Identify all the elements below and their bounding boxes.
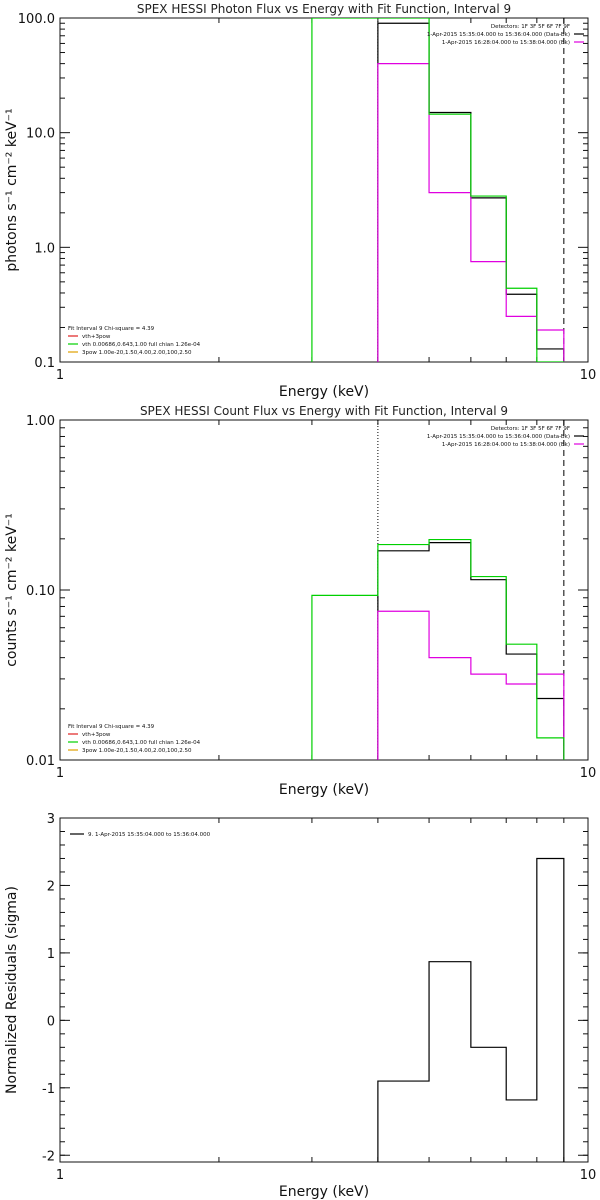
chart-title: SPEX HESSI Count Flux vs Energy with Fit… [140,404,508,418]
series-background-line [377,63,565,362]
y-tick-label: 0.10 [26,584,55,599]
y-axis-label: photons s⁻¹ cm⁻² keV⁻¹ [4,108,20,271]
plot-frame [59,17,589,363]
legend-entry: Detectors: 1F 3F 5F 6F 7F 9F [491,24,570,30]
x-axis-label: Energy (keV) [279,384,369,400]
chart-title: SPEX HESSI Photon Flux vs Energy with Fi… [137,2,511,16]
y-tick-label: 0.01 [26,754,55,769]
y-axis-label: counts s⁻¹ cm⁻² keV⁻¹ [4,513,20,667]
x-axis-label: Energy (keV) [279,782,369,798]
legend-entry: vth+3pow [82,334,111,340]
plot-frame [59,419,589,761]
x-tick-label: 1 [56,766,64,781]
y-tick-label: 10.0 [26,127,55,142]
series-data-line [377,542,565,760]
y-tick-label: 0 [47,1014,55,1029]
y-tick-label: 1.00 [26,414,55,429]
y-axis-label: Normalized Residuals (sigma) [4,886,20,1094]
plot-area [311,420,565,760]
chart-panel-3: 1 10 Energy (keV) -2 -1 0 1 2 3 Normalized Residu… [4,812,596,1200]
legend-entry: vth 0.00686,0.643,1.00 full chian 1.26e-… [82,740,201,746]
legend-entry: 3pow 1.00e-20,1.50,4.00,2.00,100,2.50 [82,748,192,754]
legend-entry: Fit Interval 9 Chi-square = 4.39 [68,326,155,332]
legend-entry: 1-Apr-2015 15:35:04.000 to 15:36:04.000 … [427,32,570,38]
legend-entry: Fit Interval 9 Chi-square = 4.39 [68,724,155,730]
x-axis-label: Energy (keV) [279,1184,369,1200]
chart-panel-2: SPEX HESSI Count Flux vs Energy with Fit… [4,404,596,798]
legend-entry: 9. 1-Apr-2015 15:35:04.000 to 15:36:04.0… [88,832,211,838]
legend-entry: 1-Apr-2015 15:35:04.000 to 15:36:04.000 … [427,434,570,440]
x-tick-label: 10 [580,368,597,383]
plot-frame [59,817,589,1163]
x-tick-label: 1 [56,368,64,383]
series-data-line [377,22,565,362]
y-tick-label: -2 [42,1149,55,1164]
legend-entry: 3pow 1.00e-20,1.50,4.00,2.00,100,2.50 [82,350,192,356]
y-tick-label: 0.1 [34,356,55,371]
legend-entry: Detectors: 1F 3F 5F 6F 7F 9F [491,426,570,432]
y-tick-label: 100.0 [18,12,55,27]
residual-histogram [377,857,565,1162]
y-tick-label: 3 [47,812,55,827]
chart-panel-1: SPEX HESSI Photon Flux vs Energy with Fi… [4,2,596,400]
series-background-line [377,610,565,760]
y-tick-label: 1.0 [34,241,55,256]
series-model-line [311,538,565,760]
x-tick-label: 10 [580,1168,597,1183]
y-tick-label: 1 [47,947,55,962]
series-model-line [311,18,565,362]
legend-entry: vth+3pow [82,732,111,738]
y-tick-label: -1 [42,1082,55,1097]
plot-area [311,18,565,362]
y-tick-label: 2 [47,879,55,894]
legend-entry: 1-Apr-2015 16:28:04.000 to 15:38:04.000 … [442,442,570,448]
legend-entry: 1-Apr-2015 16:28:04.000 to 15:38:04.000 … [442,40,570,46]
plot-area [377,857,565,1162]
x-tick-label: 1 [56,1168,64,1183]
legend-entry: vth 0.00686,0.643,1.00 full chian 1.26e-… [82,342,201,348]
x-tick-label: 10 [580,766,597,781]
